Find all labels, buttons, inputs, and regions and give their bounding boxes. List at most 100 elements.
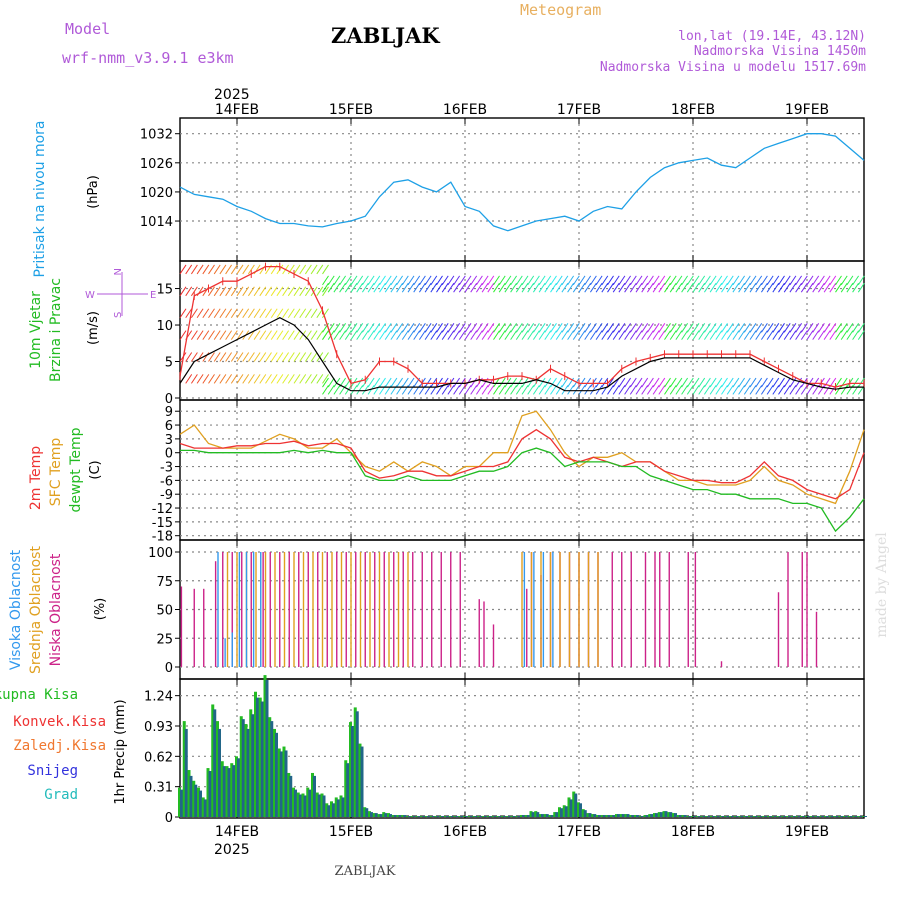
legend-convective: Konvek.Kisa xyxy=(13,714,106,730)
wind-barb-hatch xyxy=(607,385,614,395)
precip-bar-total xyxy=(610,815,614,817)
wind-barb-hatch xyxy=(772,323,780,333)
precip-bar-snow xyxy=(503,816,506,817)
precip-bar-total xyxy=(629,815,633,817)
precip-bar-snow xyxy=(379,814,383,817)
wind-barb-hatch xyxy=(322,308,329,319)
wind-barb-hatch xyxy=(840,323,848,333)
wind-barb-hatch xyxy=(829,330,837,340)
wind-barb-hatch xyxy=(629,275,637,286)
dewpt-label: dewpt Temp xyxy=(68,427,84,512)
precip-bar-total xyxy=(330,801,333,817)
wind-barb-hatch xyxy=(384,275,392,286)
precip-bar-snow xyxy=(617,814,620,817)
wind-barb-hatch xyxy=(550,385,557,395)
wind-barb-hatch xyxy=(213,330,221,340)
wind-barb-hatch xyxy=(766,282,774,293)
year-label-top: 2025 xyxy=(214,87,250,103)
wind-barb-hatch xyxy=(453,323,461,333)
wind-barb-hatch xyxy=(441,385,449,395)
wind-barb-hatch xyxy=(783,377,791,388)
precip-bar-snow xyxy=(588,813,592,817)
wind-barb-hatch xyxy=(823,385,831,395)
wind-barb-hatch xyxy=(641,377,649,388)
value-tick-label: 0 xyxy=(165,811,173,826)
precip-bar-snow xyxy=(659,812,663,817)
wind-barb-hatch xyxy=(538,385,546,395)
precip-bar-snow xyxy=(707,816,711,817)
bottom-day-label: 18FEB xyxy=(671,824,715,840)
wind-barb-hatch xyxy=(766,323,774,333)
precip-bar-snow xyxy=(564,806,568,817)
wind-barb-hatch xyxy=(504,275,512,286)
wind-barb-hatch xyxy=(795,323,803,333)
panel-4: 0 25 50 75 100 xyxy=(148,539,865,680)
wind-barb-hatch xyxy=(515,330,523,340)
wind-barb-hatch xyxy=(384,323,392,333)
wind-barb-hatch xyxy=(236,330,244,340)
wind-barb-hatch xyxy=(760,323,768,333)
wind-barb-hatch xyxy=(584,377,592,388)
precip-bar-snow xyxy=(241,719,245,817)
wind-barb-hatch xyxy=(806,385,814,395)
wind-barb-hatch xyxy=(242,264,250,275)
wind-barb-hatch xyxy=(527,385,535,395)
wind-barb-hatch xyxy=(789,385,797,395)
wind-barb-hatch xyxy=(829,282,837,293)
precip-bar-total xyxy=(377,814,381,817)
precip-bar-snow xyxy=(260,701,264,817)
precip-bar-snow xyxy=(408,816,411,817)
precip-bar-total xyxy=(315,792,319,817)
precip-bar-total xyxy=(733,816,737,817)
precip-bar-snow xyxy=(764,816,768,817)
precip-bar-snow xyxy=(341,797,345,817)
precip-bar-snow xyxy=(237,758,240,817)
wind-barb-hatch xyxy=(213,308,221,319)
wind-barb-hatch xyxy=(612,282,620,293)
wind-barb-hatch xyxy=(550,275,557,286)
precip-bar-snow xyxy=(778,816,782,817)
wind-barb-hatch xyxy=(458,385,466,395)
wind-barb-hatch xyxy=(698,275,706,286)
wind-barb-hatch xyxy=(835,385,842,395)
wind-barb-hatch xyxy=(675,385,683,395)
wind-barb-hatch xyxy=(185,264,193,275)
wind-barb-hatch xyxy=(800,330,808,340)
precip-bar-total xyxy=(505,816,509,817)
value-tick-label: -15 xyxy=(152,516,173,531)
value-tick-label: 1020 xyxy=(140,186,173,201)
wind-barb-hatch xyxy=(755,385,763,395)
wind-barb-hatch xyxy=(743,275,751,286)
wind-barb-hatch xyxy=(715,275,723,286)
precip-bar-snow xyxy=(465,816,468,817)
precip-bar-total xyxy=(591,814,595,817)
wind-barb-hatch xyxy=(624,377,632,388)
wind-barb-hatch xyxy=(681,377,689,388)
precip-bar-snow xyxy=(327,805,331,817)
wind-barb-hatch xyxy=(732,377,740,388)
precip-bar-snow xyxy=(222,766,226,817)
wind-barb-hatch xyxy=(464,330,472,340)
wind-barb-hatch xyxy=(447,275,455,286)
wind-barb-hatch xyxy=(812,385,820,395)
precip-bar-total xyxy=(349,722,352,817)
precip-bar-snow xyxy=(807,816,810,817)
wind-barb-hatch xyxy=(293,374,301,384)
precip-bar-total xyxy=(662,811,666,817)
wind-barb-hatch xyxy=(493,377,500,388)
precip-bar-total xyxy=(738,816,742,817)
wind-barb-hatch xyxy=(413,275,421,286)
wind-barb-hatch xyxy=(624,385,632,395)
wind-barb-hatch xyxy=(760,275,768,286)
precip-bar-total xyxy=(653,813,656,817)
wind-barb-hatch xyxy=(721,282,728,293)
wind-barb-hatch xyxy=(230,264,238,275)
wind-barb-hatch xyxy=(618,275,626,286)
wind-barb-hatch xyxy=(475,330,483,340)
precip-bar-snow xyxy=(816,816,820,817)
wind-barb-hatch xyxy=(857,330,865,340)
precip-bar-total xyxy=(415,816,419,817)
wind-barb-hatch xyxy=(247,330,255,340)
precip-bar-snow xyxy=(370,812,373,817)
wind-barb-hatch xyxy=(732,385,740,395)
